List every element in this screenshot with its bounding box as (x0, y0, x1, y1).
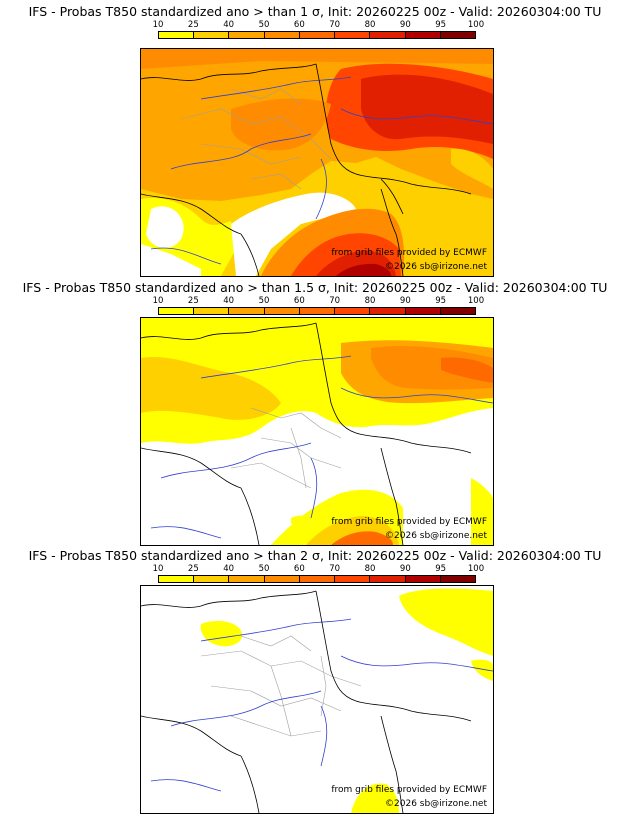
panel-title: IFS - Probas T850 standardized ano > tha… (22, 280, 608, 295)
colorbar-swatches (158, 307, 476, 315)
colorbar-tick-label: 95 (435, 20, 447, 30)
colorbar-tick-label: 70 (329, 20, 341, 30)
colorbar-swatches (158, 31, 476, 39)
colorbar-tick-label: 50 (258, 564, 270, 574)
regional-borders (200, 635, 362, 737)
colorbar: 10 25 40 50 60 70 80 90 95 100 (153, 20, 485, 41)
map-panel-2: IFS - Probas T850 standardized ano > tha… (0, 280, 630, 550)
colorbar-swatch (440, 576, 475, 582)
panel-title: IFS - Probas T850 standardized ano > tha… (28, 548, 602, 563)
panel-title: IFS - Probas T850 standardized ano > tha… (28, 4, 602, 19)
colorbar-tick-label: 95 (435, 296, 447, 306)
colorbar-swatch (370, 576, 406, 582)
colorbar: 10 25 40 50 60 70 80 90 95 100 (153, 564, 485, 585)
map-panel-3: IFS - Probas T850 standardized ano > tha… (0, 548, 630, 818)
map-panel-1: IFS - Probas T850 standardized ano > tha… (0, 4, 630, 277)
data-source-credit: from grib files provided by ECMWF (331, 248, 487, 258)
copyright-credit: ©2026 sb@irizone.net (385, 262, 487, 272)
colorbar-tick-label: 90 (399, 20, 411, 30)
colorbar-tick-label: 50 (258, 296, 270, 306)
probability-map: from grib files provided by ECMWF ©2026 … (140, 317, 494, 546)
colorbar-swatch (335, 308, 371, 314)
colorbar-tick-label: 80 (364, 20, 376, 30)
colorbar-swatch (440, 308, 475, 314)
colorbar-ticks: 10 25 40 50 60 70 80 90 95 100 (153, 564, 485, 574)
colorbar-swatch (335, 576, 371, 582)
colorbar-tick-label: 40 (223, 20, 235, 30)
colorbar-tick-label: 60 (293, 20, 305, 30)
colorbar-swatch (370, 308, 406, 314)
data-source-credit: from grib files provided by ECMWF (331, 517, 487, 527)
colorbar-tick-label: 95 (435, 564, 447, 574)
colorbar-swatch (405, 576, 441, 582)
colorbar-swatch (405, 308, 441, 314)
data-source-credit: from grib files provided by ECMWF (331, 785, 487, 795)
colorbar-ticks: 10 25 40 50 60 70 80 90 95 100 (153, 296, 485, 306)
colorbar: 10 25 40 50 60 70 80 90 95 100 (153, 296, 485, 317)
probability-fill (141, 318, 493, 545)
copyright-credit: ©2026 sb@irizone.net (385, 799, 487, 809)
colorbar-swatch (264, 308, 300, 314)
colorbar-tick-label: 60 (293, 564, 305, 574)
colorbar-swatch (159, 308, 195, 314)
colorbar-tick-label: 25 (187, 564, 199, 574)
colorbar-swatch (194, 576, 230, 582)
colorbar-swatch (264, 576, 300, 582)
probability-map: from grib files provided by ECMWF ©2026 … (140, 585, 494, 814)
colorbar-tick-label: 60 (293, 296, 305, 306)
country-borders (141, 590, 472, 813)
rivers (150, 355, 493, 539)
colorbar-tick-label: 80 (364, 564, 376, 574)
colorbar-swatch (299, 32, 336, 38)
colorbar-tick-label: 100 (467, 20, 485, 30)
colorbar-swatch (264, 32, 300, 38)
colorbar-swatch (370, 32, 406, 38)
rivers (150, 618, 493, 792)
colorbar-swatch (194, 308, 230, 314)
colorbar-swatch (229, 32, 265, 38)
colorbar-swatch (229, 576, 265, 582)
colorbar-swatch (159, 32, 195, 38)
colorbar-swatch (440, 32, 475, 38)
colorbar-tick-label: 90 (399, 564, 411, 574)
colorbar-swatch (194, 32, 230, 38)
colorbar-swatch (159, 576, 195, 582)
colorbar-tick-label: 100 (467, 296, 485, 306)
colorbar-tick-label: 90 (399, 296, 411, 306)
colorbar-tick-label: 50 (258, 20, 270, 30)
colorbar-ticks: 10 25 40 50 60 70 80 90 95 100 (153, 20, 485, 30)
colorbar-swatches (158, 575, 476, 583)
map-canvas (141, 49, 493, 276)
colorbar-tick-label: 10 (152, 564, 164, 574)
colorbar-tick-label: 10 (152, 296, 164, 306)
country-borders (141, 322, 472, 545)
country-borders (141, 63, 472, 276)
map-canvas (141, 586, 493, 813)
colorbar-tick-label: 80 (364, 296, 376, 306)
copyright-credit: ©2026 sb@irizone.net (385, 531, 487, 541)
rivers (150, 76, 493, 265)
colorbar-swatch (405, 32, 441, 38)
probability-fill (141, 49, 493, 276)
colorbar-tick-label: 40 (223, 564, 235, 574)
regional-borders (180, 88, 332, 190)
colorbar-swatch (335, 32, 371, 38)
probability-fill (141, 586, 493, 813)
colorbar-tick-label: 10 (152, 20, 164, 30)
colorbar-tick-label: 70 (329, 564, 341, 574)
regional-borders (230, 407, 342, 489)
colorbar-tick-label: 25 (187, 296, 199, 306)
map-canvas (141, 318, 493, 545)
colorbar-swatch (229, 308, 265, 314)
colorbar-tick-label: 25 (187, 20, 199, 30)
colorbar-swatch (299, 308, 336, 314)
colorbar-tick-label: 70 (329, 296, 341, 306)
colorbar-tick-label: 100 (467, 564, 485, 574)
probability-map: from grib files provided by ECMWF ©2026 … (140, 48, 494, 277)
colorbar-tick-label: 40 (223, 296, 235, 306)
colorbar-swatch (299, 576, 336, 582)
